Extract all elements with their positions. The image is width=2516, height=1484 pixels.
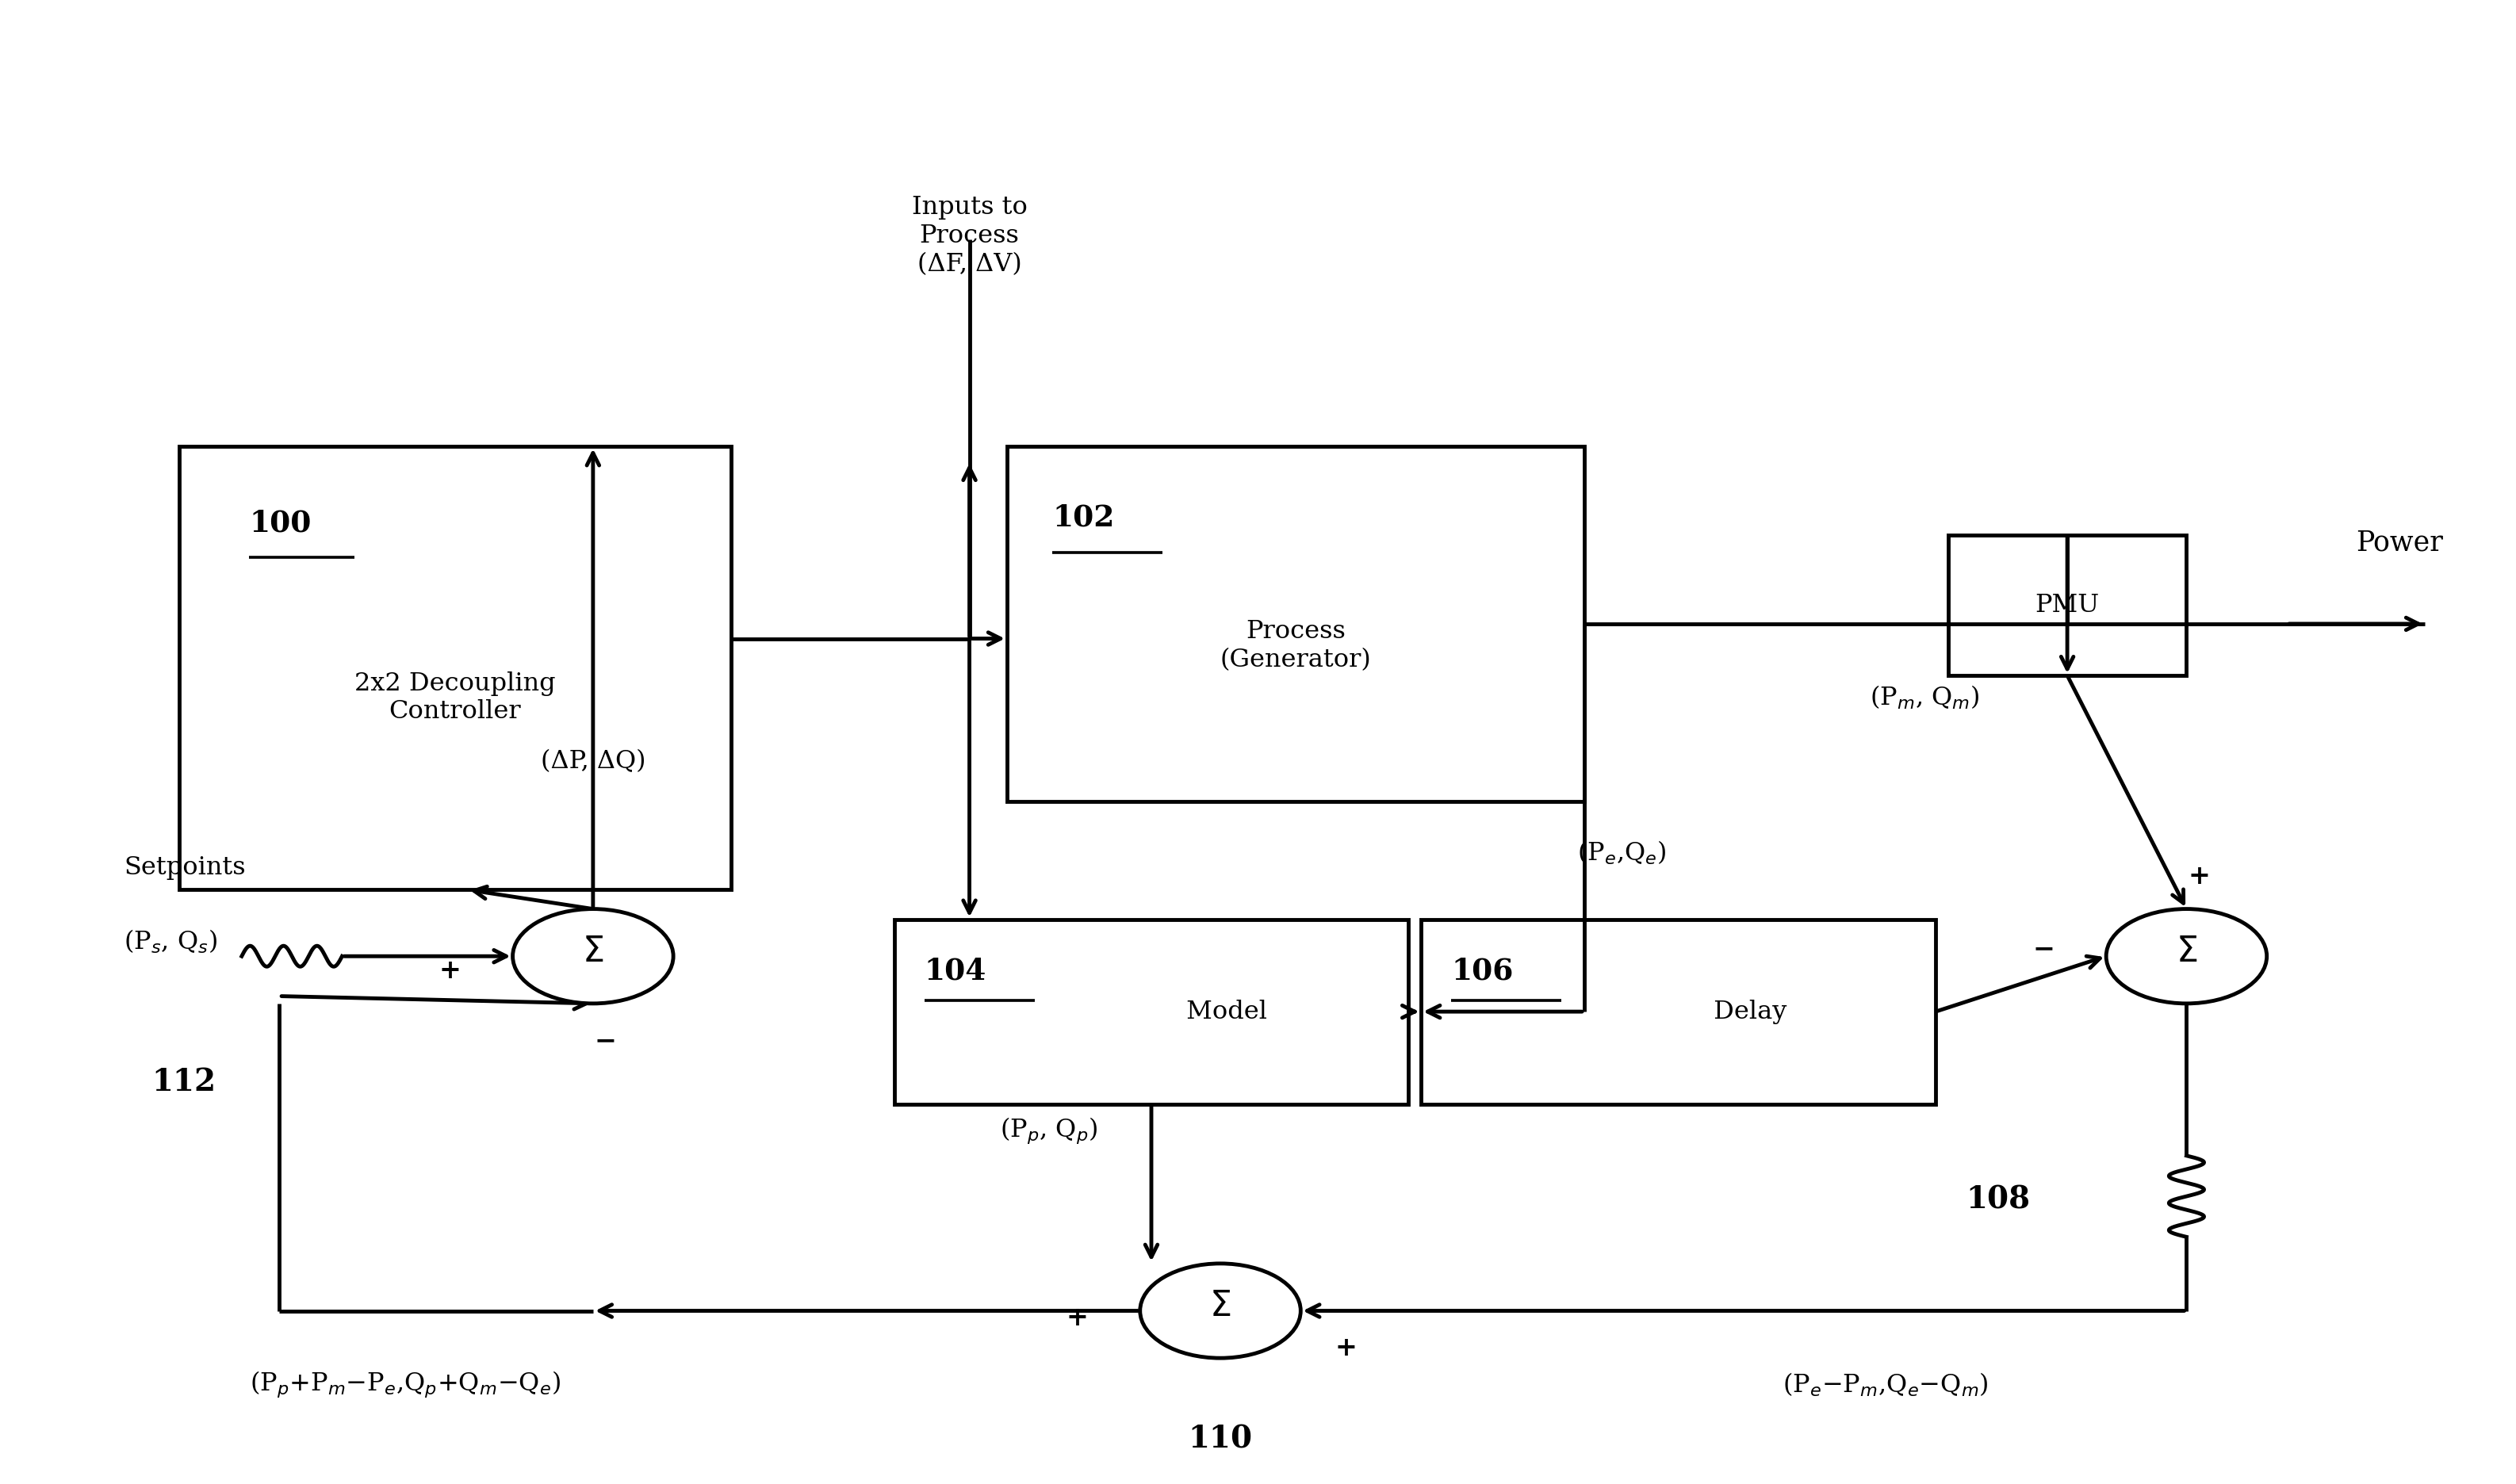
Text: PMU: PMU [2035,594,2098,617]
Text: Inputs to
Process
(ΔF, ΔV): Inputs to Process (ΔF, ΔV) [911,196,1027,276]
Text: 2x2 Decoupling
Controller: 2x2 Decoupling Controller [355,671,556,724]
FancyBboxPatch shape [1006,447,1585,801]
FancyBboxPatch shape [179,447,732,890]
Circle shape [513,908,674,1003]
Text: +: + [1336,1334,1356,1361]
Text: (P$_m$, Q$_m$): (P$_m$, Q$_m$) [1869,684,1980,711]
Text: +: + [438,957,460,984]
Text: −: − [594,1027,616,1054]
Text: $\Sigma$: $\Sigma$ [2176,935,2196,969]
FancyBboxPatch shape [893,919,1409,1104]
Text: (ΔP, ΔQ): (ΔP, ΔQ) [541,749,647,773]
Text: (P$_e$−P$_m$,Q$_e$−Q$_m$): (P$_e$−P$_m$,Q$_e$−Q$_m$) [1781,1371,1988,1398]
Text: Delay: Delay [1706,999,1786,1024]
Text: $\Sigma$: $\Sigma$ [1210,1290,1230,1324]
Text: (P$_p$, Q$_p$): (P$_p$, Q$_p$) [999,1116,1097,1146]
Text: +: + [2189,864,2209,889]
Text: 112: 112 [151,1067,216,1097]
Text: 106: 106 [1452,956,1512,985]
Text: $\Sigma$: $\Sigma$ [581,935,604,969]
Text: Model: Model [1177,999,1268,1024]
Text: (P$_e$,Q$_e$): (P$_e$,Q$_e$) [1578,838,1666,867]
Circle shape [2106,908,2267,1003]
Text: 108: 108 [1965,1184,2030,1215]
Text: −: − [2033,936,2056,962]
Text: Process
(Generator): Process (Generator) [1220,619,1371,672]
Text: Power: Power [2355,530,2443,556]
Text: 100: 100 [249,509,312,537]
FancyBboxPatch shape [1947,536,2186,675]
Text: (P$_p$+P$_m$−P$_e$,Q$_p$+Q$_m$−Q$_e$): (P$_p$+P$_m$−P$_e$,Q$_p$+Q$_m$−Q$_e$) [249,1370,561,1399]
Text: 104: 104 [923,956,986,985]
Text: Setpoints: Setpoints [123,855,247,880]
Circle shape [1140,1263,1301,1358]
Text: +: + [1067,1304,1089,1331]
Text: 102: 102 [1052,503,1115,531]
Text: (P$_s$, Q$_s$): (P$_s$, Q$_s$) [123,928,216,956]
Text: 110: 110 [1188,1425,1253,1454]
FancyBboxPatch shape [1422,919,1935,1104]
